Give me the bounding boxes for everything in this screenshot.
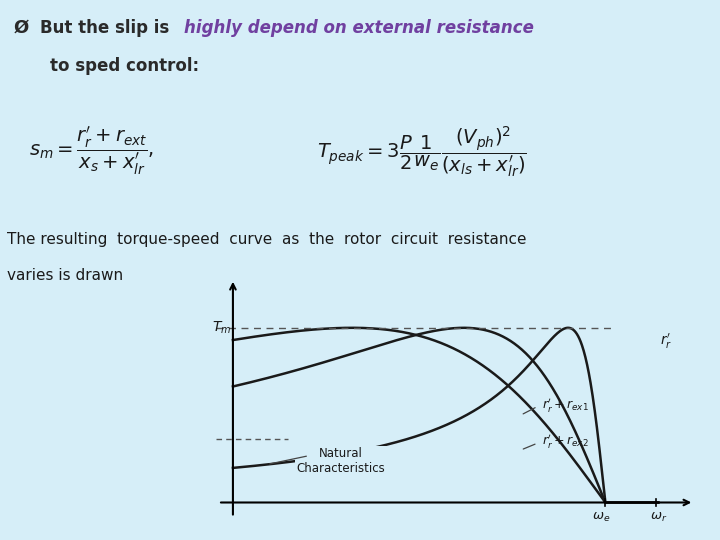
- Text: $r_r^{\prime}$: $r_r^{\prime}$: [660, 332, 672, 352]
- Text: The resulting  torque-speed  curve  as  the  rotor  circuit  resistance: The resulting torque-speed curve as the …: [7, 232, 527, 247]
- Text: $\omega_e$: $\omega_e$: [592, 511, 611, 524]
- Text: varies is drawn: varies is drawn: [7, 268, 123, 284]
- Text: $T_m$: $T_m$: [212, 320, 231, 336]
- Text: $\omega_r$: $\omega_r$: [649, 511, 667, 524]
- Text: But the slip is: But the slip is: [40, 19, 174, 37]
- Text: $r_r^{\prime}+r_{ex2}$: $r_r^{\prime}+r_{ex2}$: [542, 433, 588, 450]
- Text: highly depend on external resistance: highly depend on external resistance: [184, 19, 534, 37]
- Text: Natural
Characteristics: Natural Characteristics: [297, 447, 385, 475]
- Text: to sped control:: to sped control:: [50, 57, 199, 75]
- Text: $s_m = \dfrac{r_r^{\prime}+r_{ext}}{x_s+x_{lr}^{\prime}},$: $s_m = \dfrac{r_r^{\prime}+r_{ext}}{x_s+…: [29, 124, 154, 177]
- Text: $T_{peak} = 3\dfrac{P}{2}\dfrac{1}{w_e}\dfrac{(V_{ph})^2}{(x_{ls}+x_{lr}^{\prime: $T_{peak} = 3\dfrac{P}{2}\dfrac{1}{w_e}\…: [317, 124, 527, 179]
- Text: $r_r^{\prime}+r_{ex1}$: $r_r^{\prime}+r_{ex1}$: [542, 396, 589, 414]
- Text: Ø: Ø: [14, 19, 36, 37]
